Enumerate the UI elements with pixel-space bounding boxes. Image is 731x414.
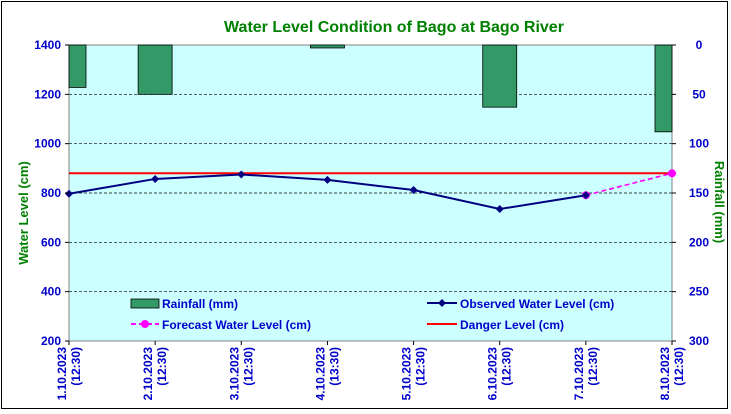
x-tick-label-time: (12:30) (672, 347, 686, 386)
left-tick-label: 1200 (34, 87, 61, 101)
left-tick-label: 800 (41, 186, 61, 200)
right-tick-label: 0 (696, 38, 703, 52)
right-tick-label: 250 (689, 285, 709, 299)
rainfall-bar (137, 44, 173, 95)
rainfall-bar (68, 44, 87, 88)
x-tick-label-time: (12:30) (155, 347, 169, 386)
observed-point (65, 189, 73, 198)
observed-point (151, 174, 160, 183)
left-tick-label: 400 (41, 285, 61, 299)
x-tick-label-date: 4.10.2023 (313, 347, 327, 401)
right-axis-ticks: 0 50 100 150 200 250 300 (672, 38, 709, 348)
left-axis-label: Water Level (cm) (16, 161, 31, 265)
rainfall-bar (310, 44, 345, 49)
x-tick-label-time: (12:30) (69, 347, 83, 386)
observed-point (237, 170, 246, 179)
legend-label-rainfall: Rainfall (mm) (162, 297, 238, 311)
forecast-point (668, 169, 676, 178)
chart-title: Water Level Condition of Bago at Bago Ri… (224, 19, 564, 36)
legend-item-danger: Danger Level (cm) (427, 318, 564, 332)
left-tick-label: 200 (41, 334, 61, 348)
x-tick-label-time: (12:30) (586, 347, 600, 386)
x-tick-label-date: 6.10.2023 (486, 347, 500, 401)
rainfall-bar (654, 44, 673, 133)
x-axis-ticks: 1.10.2023 (12:30) 2.10.2023 (12:30) 3.10.202… (55, 341, 686, 400)
legend-item-observed: Observed Water Level (cm) (427, 297, 614, 311)
right-axis-label: Rainfall (mm) (712, 161, 727, 243)
x-tick-label-time: (12:30) (241, 347, 255, 386)
right-tick-label: 200 (689, 235, 709, 249)
x-tick-label-time: (12:30) (500, 347, 514, 386)
left-tick-label: 1400 (34, 38, 61, 52)
legend: Rainfall (mm) Observed Water Level (cm) … (130, 297, 614, 332)
observed-point (323, 175, 332, 184)
left-axis-ticks: 200 400 600 800 1000 1200 1400 (34, 38, 69, 348)
legend-marker-forecast (141, 320, 149, 328)
rainfall-bars (68, 44, 673, 133)
left-tick-label: 600 (41, 235, 61, 249)
rainfall-bar (482, 44, 518, 108)
legend-item-rainfall: Rainfall (mm) (130, 297, 238, 311)
left-tick-label: 1000 (34, 137, 61, 151)
x-tick-label-date: 2.10.2023 (141, 347, 155, 401)
legend-item-forecast: Forecast Water Level (cm) (131, 318, 311, 332)
right-tick-label: 150 (689, 186, 709, 200)
legend-label-forecast: Forecast Water Level (cm) (162, 318, 311, 332)
legend-swatch-rainfall (130, 298, 160, 309)
x-tick-label-time: (13:30) (327, 347, 341, 386)
forecast-line (585, 172, 673, 196)
x-tick-label-date: 1.10.2023 (55, 347, 69, 401)
observed-point (495, 205, 504, 214)
observed-point (409, 186, 418, 195)
right-tick-label: 50 (692, 87, 706, 101)
x-tick-label-date: 3.10.2023 (227, 347, 241, 401)
x-tick-label-date: 5.10.2023 (400, 347, 414, 401)
right-tick-label: 300 (689, 334, 709, 348)
right-tick-label: 100 (689, 137, 709, 151)
legend-label-observed: Observed Water Level (cm) (460, 297, 614, 311)
observed-point (581, 191, 590, 200)
series-lines (65, 169, 676, 214)
x-tick-label-time: (12:30) (414, 347, 428, 386)
x-tick-label-date: 8.10.2023 (658, 347, 672, 401)
x-tick-label-date: 7.10.2023 (572, 347, 586, 401)
legend-label-danger: Danger Level (cm) (460, 318, 564, 332)
legend-marker-observed (438, 299, 446, 307)
